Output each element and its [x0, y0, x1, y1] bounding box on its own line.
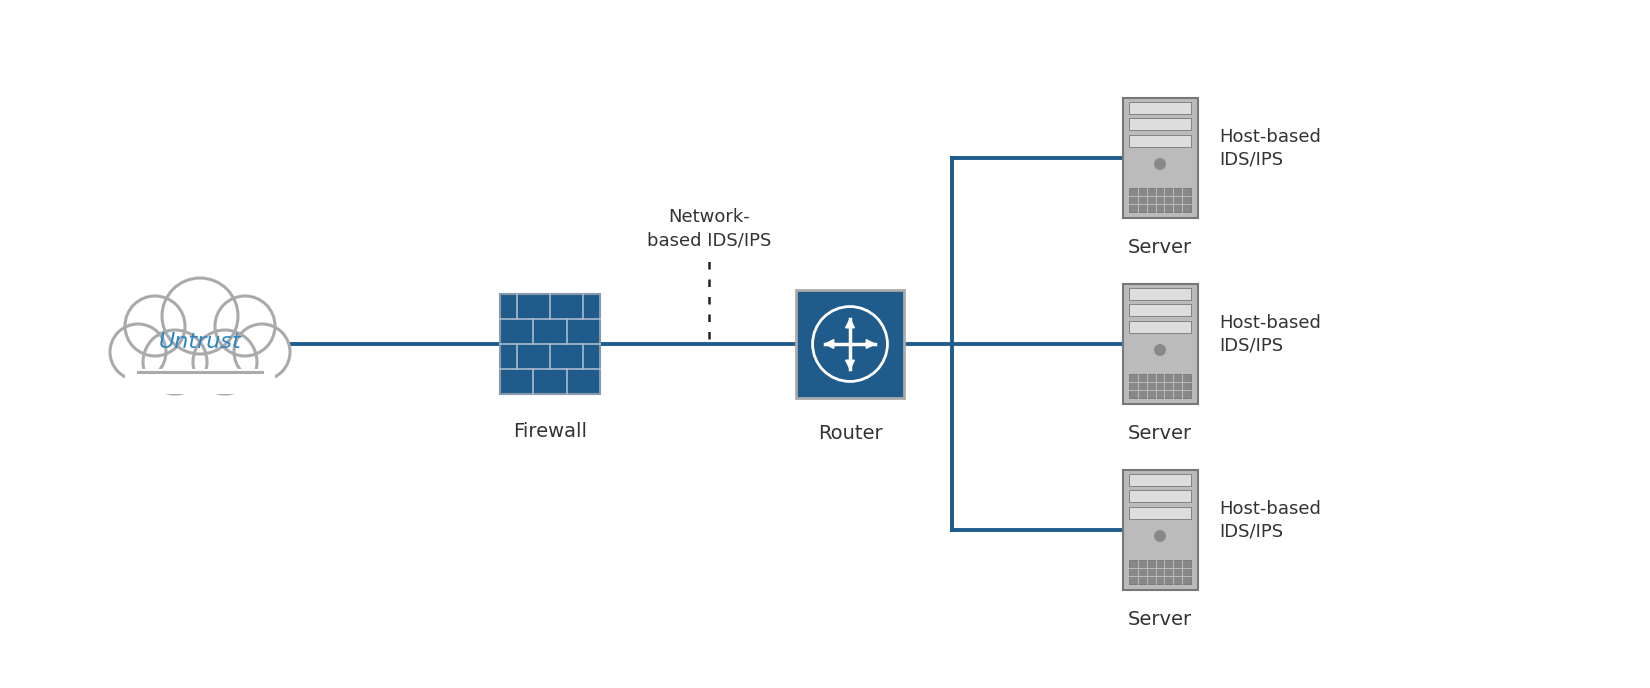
Text: Server: Server	[1129, 424, 1191, 443]
Bar	[1129, 560, 1191, 584]
Text: Server: Server	[1129, 610, 1191, 629]
Polygon shape	[825, 340, 833, 348]
Bar	[1122, 98, 1198, 218]
Bar	[1122, 470, 1198, 590]
Bar	[1129, 135, 1191, 147]
Text: Router: Router	[818, 424, 883, 443]
Bar	[1129, 374, 1191, 398]
Text: Host-based
IDS/IPS: Host-based IDS/IPS	[1219, 314, 1322, 354]
Circle shape	[193, 330, 257, 394]
Text: Untrust: Untrust	[158, 332, 241, 352]
Polygon shape	[846, 319, 855, 327]
Circle shape	[144, 330, 206, 394]
Text: Firewall: Firewall	[513, 422, 587, 441]
Circle shape	[1155, 159, 1165, 169]
Circle shape	[111, 324, 167, 380]
Bar	[1129, 118, 1191, 131]
Bar	[1129, 304, 1191, 316]
Polygon shape	[846, 361, 855, 369]
Text: Host-based
IDS/IPS: Host-based IDS/IPS	[1219, 127, 1322, 169]
Circle shape	[162, 278, 238, 354]
Circle shape	[125, 296, 185, 356]
Circle shape	[214, 296, 276, 356]
Text: Network-
based IDS/IPS: Network- based IDS/IPS	[647, 208, 771, 249]
Bar	[1129, 103, 1191, 114]
Bar	[1129, 321, 1191, 332]
Circle shape	[1155, 345, 1165, 355]
Bar	[1129, 188, 1191, 212]
Bar	[1122, 284, 1198, 404]
Circle shape	[234, 324, 290, 380]
Text: Server: Server	[1129, 238, 1191, 257]
FancyBboxPatch shape	[795, 290, 904, 398]
Polygon shape	[866, 340, 874, 348]
Bar	[500, 294, 601, 394]
Bar	[125, 319, 276, 374]
Bar	[1129, 506, 1191, 519]
Bar	[1129, 474, 1191, 486]
Bar	[125, 369, 276, 394]
Bar	[1129, 288, 1191, 300]
Bar	[1129, 491, 1191, 502]
Circle shape	[1155, 530, 1165, 541]
Text: Host-based
IDS/IPS: Host-based IDS/IPS	[1219, 499, 1322, 541]
